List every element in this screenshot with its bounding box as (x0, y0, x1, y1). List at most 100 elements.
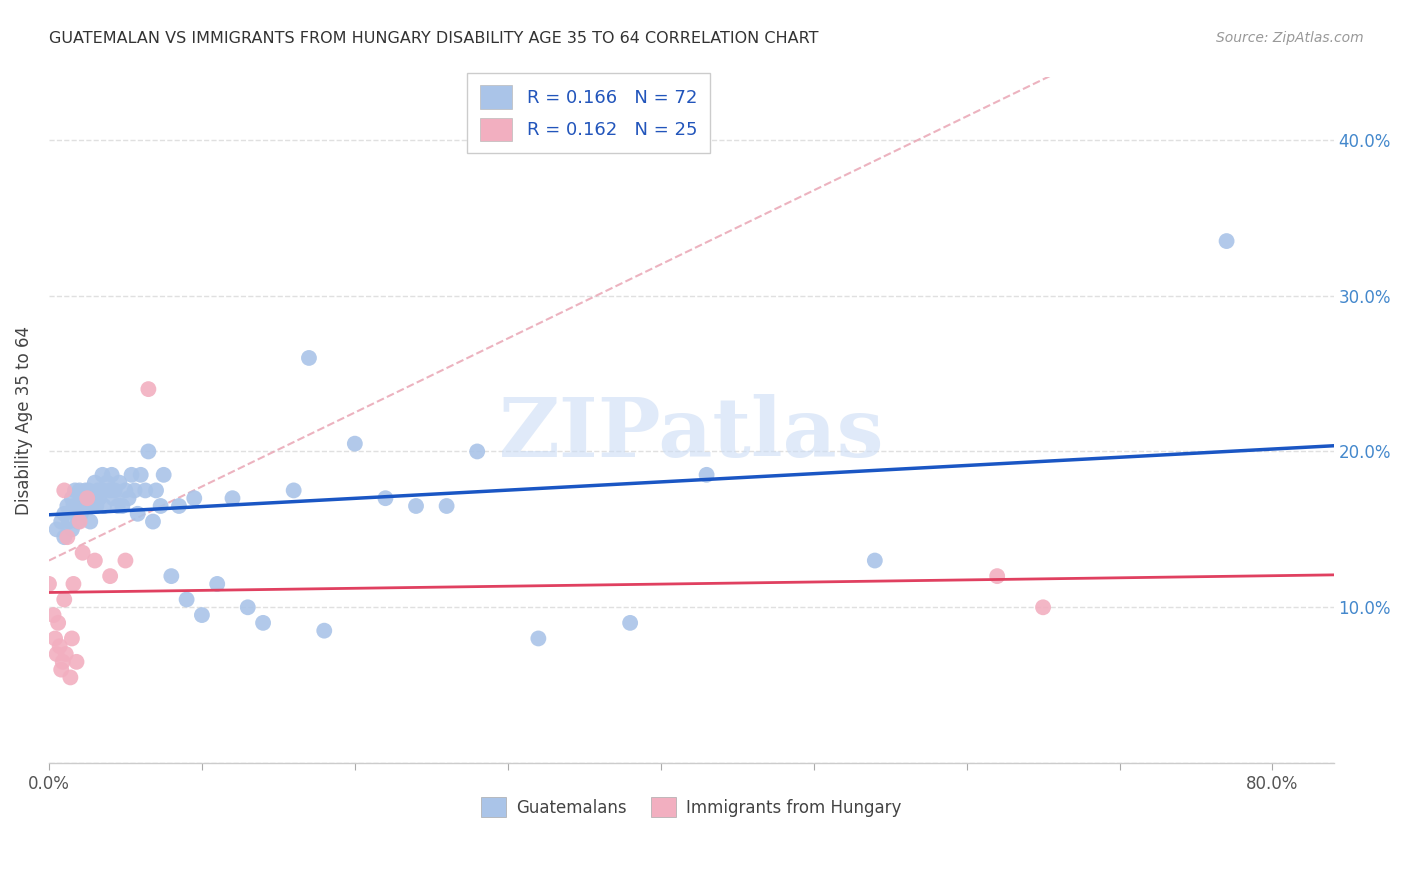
Point (465, 444, 488, 458)
Point (53, 592, 76, 607)
Point (83, 475, 105, 490)
Text: Source: ZipAtlas.com: Source: ZipAtlas.com (1216, 31, 1364, 45)
Point (42, 608, 65, 623)
Text: GUATEMALAN VS IMMIGRANTS FROM HUNGARY DISABILITY AGE 35 TO 64 CORRELATION CHART: GUATEMALAN VS IMMIGRANTS FROM HUNGARY DI… (49, 31, 818, 46)
Point (205, 577, 228, 591)
Point (77, 483, 100, 498)
Point (114, 553, 136, 567)
Point (145, 483, 167, 498)
Point (69, 499, 91, 513)
Point (53, 483, 76, 498)
Point (76, 499, 98, 513)
Point (66, 515, 89, 529)
Point (53, 507, 76, 521)
Point (127, 507, 149, 521)
Point (80, 499, 103, 513)
Point (48, 639, 70, 653)
Point (76, 491, 98, 506)
Point (314, 624, 336, 638)
Point (142, 515, 165, 529)
Point (91, 483, 114, 498)
Point (436, 499, 458, 513)
Point (45, 647, 67, 661)
Legend: Guatemalans, Immigrants from Hungary: Guatemalans, Immigrants from Hungary (474, 791, 908, 823)
Point (160, 569, 183, 583)
Point (56, 530, 79, 544)
Point (89, 491, 111, 506)
Point (134, 483, 156, 498)
Point (149, 499, 172, 513)
Point (405, 499, 427, 513)
Point (52, 655, 75, 669)
Point (60, 491, 83, 506)
Point (38, 577, 60, 591)
Point (343, 436, 366, 450)
Point (107, 499, 129, 513)
Point (65, 655, 87, 669)
Point (117, 491, 139, 506)
Point (65, 507, 87, 521)
Point (62, 577, 84, 591)
Point (83, 553, 105, 567)
Point (221, 491, 243, 506)
Point (138, 444, 160, 458)
Point (176, 592, 198, 607)
Point (129, 467, 152, 482)
Point (51, 663, 73, 677)
Point (59, 670, 82, 684)
Point (863, 553, 886, 567)
Point (62, 499, 84, 513)
Point (60, 522, 83, 536)
Point (51, 515, 73, 529)
Text: ZIPatlas: ZIPatlas (499, 394, 884, 474)
Point (1032, 600, 1054, 615)
Point (121, 467, 143, 482)
Point (44, 632, 66, 646)
Point (1215, 234, 1237, 248)
Point (191, 608, 214, 623)
Point (70, 507, 93, 521)
Point (55, 647, 77, 661)
Point (124, 483, 146, 498)
Point (53, 530, 76, 544)
Point (298, 351, 321, 365)
Point (696, 467, 718, 482)
Point (60, 632, 83, 646)
Point (86, 499, 108, 513)
Point (69, 483, 91, 498)
Point (111, 499, 134, 513)
Point (374, 491, 396, 506)
Point (114, 483, 136, 498)
Point (58, 515, 80, 529)
Point (56, 499, 79, 513)
Point (63, 483, 86, 498)
Point (87, 483, 110, 498)
Point (108, 475, 131, 490)
Point (103, 491, 125, 506)
Point (96, 475, 118, 490)
Point (100, 467, 122, 482)
Point (91, 467, 114, 482)
Point (152, 467, 174, 482)
Point (72, 491, 94, 506)
Point (75, 483, 97, 498)
Point (73, 499, 96, 513)
Point (236, 600, 259, 615)
Point (72, 546, 94, 560)
Y-axis label: Disability Age 35 to 64: Disability Age 35 to 64 (15, 326, 32, 515)
Point (98, 483, 121, 498)
Point (283, 483, 305, 498)
Point (104, 483, 127, 498)
Point (183, 491, 205, 506)
Point (83, 491, 105, 506)
Point (138, 382, 160, 396)
Point (98, 569, 121, 583)
Point (252, 615, 274, 630)
Point (93, 499, 115, 513)
Point (46, 615, 69, 630)
Point (986, 569, 1008, 583)
Point (527, 632, 550, 646)
Point (45, 522, 67, 536)
Point (79, 515, 101, 529)
Point (69, 515, 91, 529)
